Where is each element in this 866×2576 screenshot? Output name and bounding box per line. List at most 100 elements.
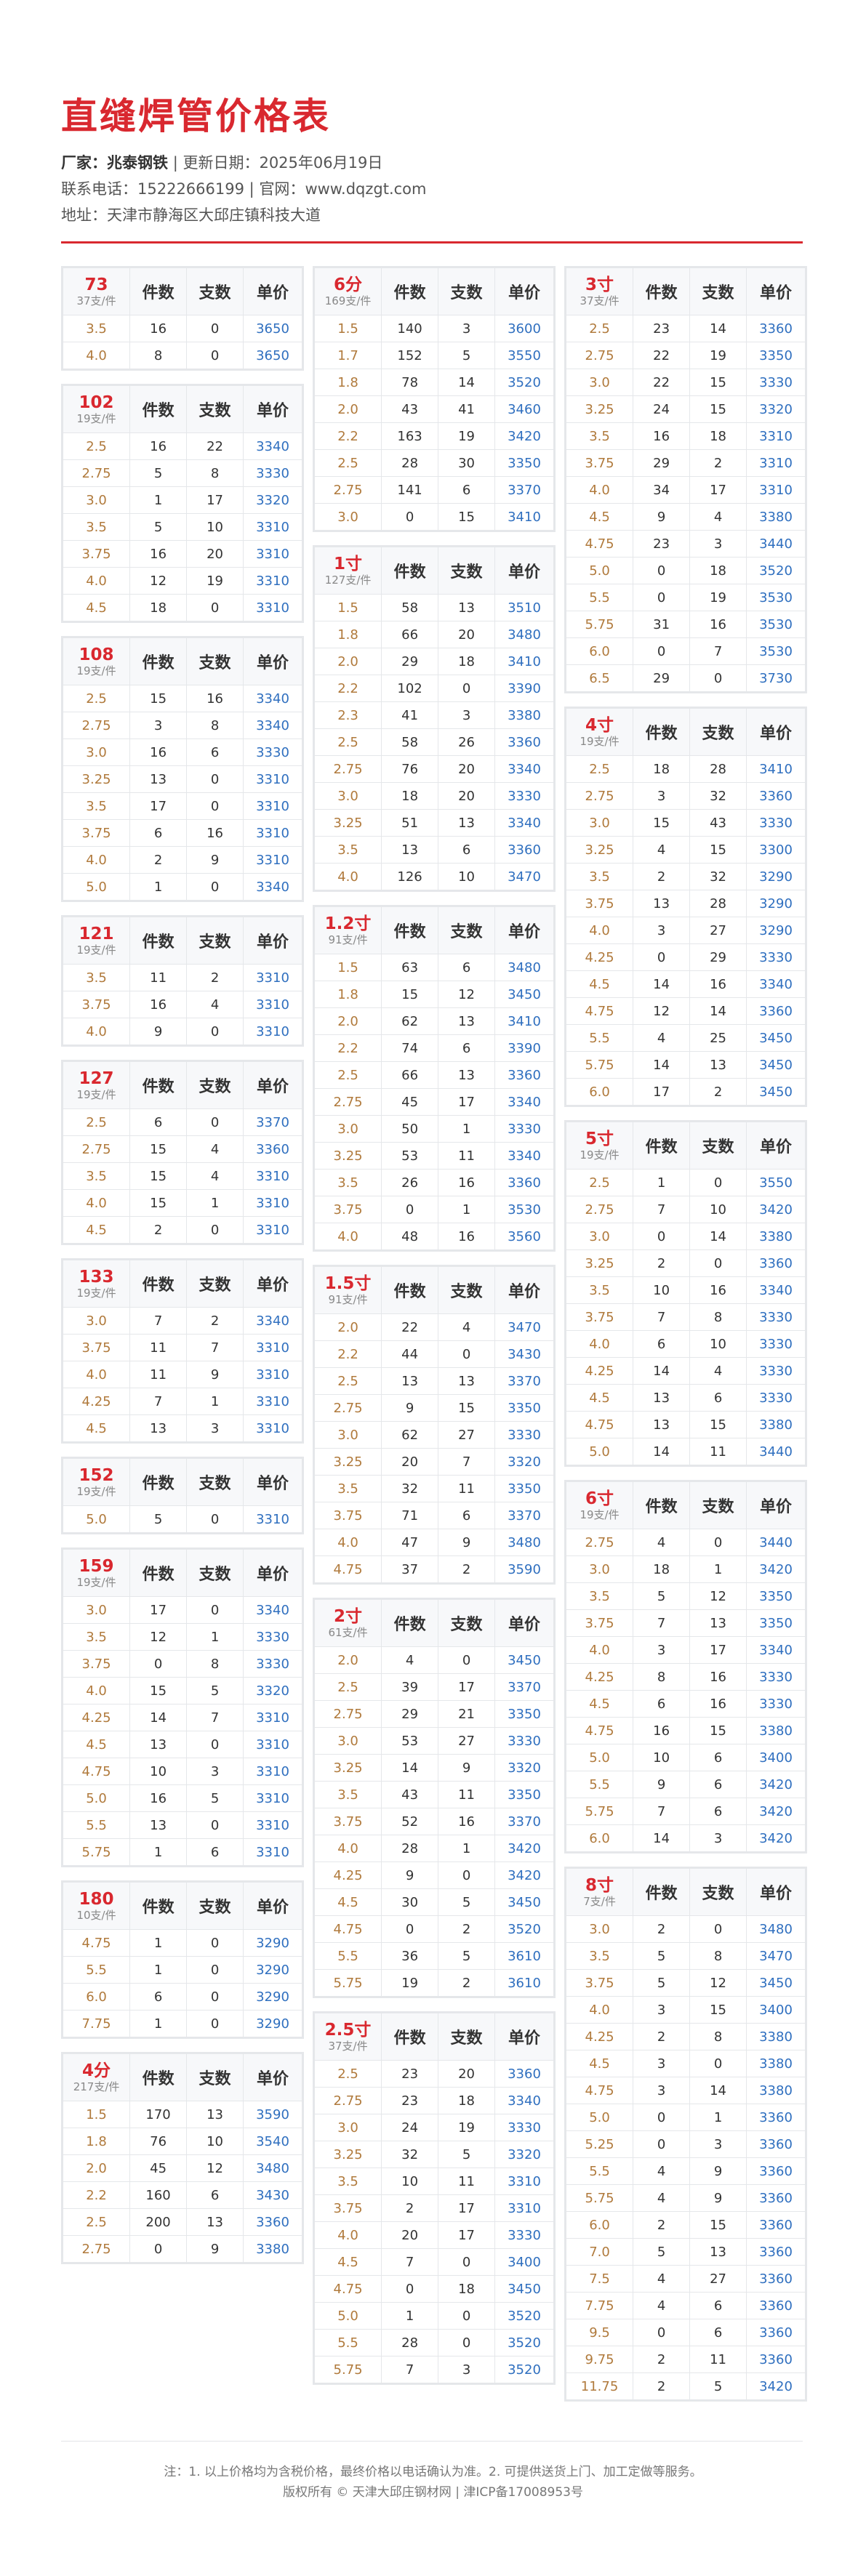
price-cell: 3310 (243, 1838, 302, 1866)
table-row: 3.75 7 13 3350 (565, 1609, 806, 1637)
price-header: 单价 (243, 1061, 302, 1109)
table-row: 3.5 12 1 3330 (62, 1623, 302, 1651)
thickness-cell: 6.0 (565, 637, 634, 665)
thickness-cell: 3.5 (565, 1942, 634, 1970)
pieces-cell: 17 (186, 486, 244, 514)
pieces-cell: 26 (438, 728, 496, 756)
bundles-cell: 0 (633, 943, 691, 971)
size-header: 1寸 127支/件 (313, 547, 382, 595)
table-row: 5.75 1 6 3310 (62, 1838, 302, 1866)
table-header-row: 5寸 19支/件 件数 支数 单价 (565, 1122, 806, 1170)
pieces-cell: 8 (186, 1650, 244, 1678)
thickness-cell: 3.5 (565, 863, 634, 890)
thickness-cell: 4.5 (565, 1690, 634, 1718)
thickness-cell: 5.0 (565, 1744, 634, 1771)
table-row: 3.5 16 0 3650 (62, 315, 302, 342)
bundles-header: 件数 (129, 1882, 188, 1930)
thickness-cell: 2.0 (313, 395, 382, 423)
price-cell: 3420 (746, 1555, 806, 1583)
price-cell: 3470 (494, 863, 554, 890)
price-table: 2.5寸 37支/件 件数 支数 单价 2.5 23 20 3360 2.75 23 18 3340 3.… (313, 2013, 554, 2383)
pieces-cell: 10 (689, 1196, 747, 1223)
size-name: 2.5寸 (324, 2021, 372, 2040)
bundles-cell: 76 (129, 2128, 188, 2155)
pieces-cell: 13 (438, 809, 496, 837)
table-row: 2.75 141 6 3370 (313, 476, 554, 504)
price-cell: 3360 (243, 2208, 302, 2236)
size-name: 6寸 (585, 1489, 614, 1509)
table-row: 1.5 63 6 3480 (313, 954, 554, 981)
bundles-cell: 18 (129, 594, 188, 621)
pieces-cell: 6 (438, 1502, 496, 1529)
thickness-cell: 6.0 (565, 1824, 634, 1852)
pieces-cell: 27 (438, 1727, 496, 1755)
thickness-cell: 3.75 (565, 1303, 634, 1331)
thickness-cell: 2.75 (313, 1700, 382, 1728)
pieces-cell: 0 (689, 664, 747, 692)
pieces-header: 支数 (186, 267, 244, 315)
bundles-cell: 48 (381, 1223, 439, 1250)
bundles-cell: 11 (129, 964, 188, 991)
price-cell: 3360 (746, 315, 806, 342)
price-cell: 3530 (746, 637, 806, 665)
bundles-cell: 52 (381, 1808, 439, 1835)
pieces-header: 支数 (689, 708, 747, 756)
pieces-per-bundle: 127支/件 (324, 573, 372, 587)
bundles-cell: 47 (381, 1529, 439, 1556)
table-header-row: 3寸 37支/件 件数 支数 单价 (565, 267, 806, 315)
bundles-cell: 0 (381, 503, 439, 531)
table-row: 3.75 5 12 3450 (565, 1969, 806, 1997)
price-cell: 3310 (243, 1784, 302, 1812)
thickness-cell: 3.25 (313, 1754, 382, 1782)
bundles-cell: 7 (381, 2356, 439, 2383)
bundles-cell: 152 (381, 342, 439, 369)
bundles-cell: 3 (633, 2077, 691, 2104)
pieces-cell: 10 (689, 1330, 747, 1358)
thickness-cell: 3.5 (565, 422, 634, 450)
site-link[interactable]: www.dqzgt.com (305, 180, 427, 198)
pieces-cell: 18 (689, 557, 747, 584)
pieces-header: 支数 (186, 2053, 244, 2101)
bundles-cell: 141 (381, 476, 439, 504)
price-cell: 3360 (746, 1249, 806, 1277)
pieces-cell: 41 (438, 395, 496, 423)
thickness-cell: 3.0 (313, 1115, 382, 1143)
price-cell: 3420 (746, 1196, 806, 1223)
pieces-cell: 0 (186, 1731, 244, 1758)
price-cell: 3450 (494, 1888, 554, 1916)
thickness-cell: 7.75 (565, 2292, 634, 2319)
table-header-row: 1.5寸 91支/件 件数 支数 单价 (313, 1266, 554, 1314)
table-row: 5.0 1 0 3340 (62, 873, 302, 901)
thickness-cell: 3.75 (62, 1650, 131, 1678)
bundles-cell: 39 (381, 1673, 439, 1701)
pieces-cell: 28 (689, 890, 747, 917)
table-row: 4.0 8 0 3650 (62, 342, 302, 369)
table-row: 4.25 9 0 3420 (313, 1861, 554, 1889)
thickness-cell: 3.5 (565, 1582, 634, 1610)
thickness-cell: 2.5 (62, 685, 131, 712)
price-header: 单价 (494, 547, 554, 595)
bundles-header: 件数 (633, 267, 691, 315)
pieces-cell: 27 (438, 1421, 496, 1449)
thickness-cell: 9.5 (565, 2319, 634, 2346)
thickness-cell: 4.25 (565, 943, 634, 971)
price-cell: 3610 (494, 1969, 554, 1997)
pieces-header: 支数 (689, 1122, 747, 1170)
pieces-cell: 13 (689, 1051, 747, 1079)
bundles-cell: 51 (381, 809, 439, 837)
size-header: 8寸 7支/件 (565, 1868, 634, 1916)
bundles-cell: 28 (381, 2329, 439, 2356)
phone-number[interactable]: 15222666199 (137, 180, 244, 198)
pieces-header: 支数 (186, 637, 244, 685)
bundles-cell: 29 (381, 1700, 439, 1728)
pieces-cell: 0 (186, 1018, 244, 1045)
bundles-header: 件数 (633, 1868, 691, 1916)
pieces-cell: 22 (186, 432, 244, 460)
table-row: 2.0 4 0 3450 (313, 1646, 554, 1674)
pieces-header: 支数 (438, 2013, 496, 2061)
table-row: 2.5 28 30 3350 (313, 449, 554, 477)
price-cell: 3480 (746, 1915, 806, 1943)
table-row: 5.5 13 0 3310 (62, 1811, 302, 1839)
price-cell: 3310 (243, 1414, 302, 1442)
pieces-cell: 19 (689, 342, 747, 369)
